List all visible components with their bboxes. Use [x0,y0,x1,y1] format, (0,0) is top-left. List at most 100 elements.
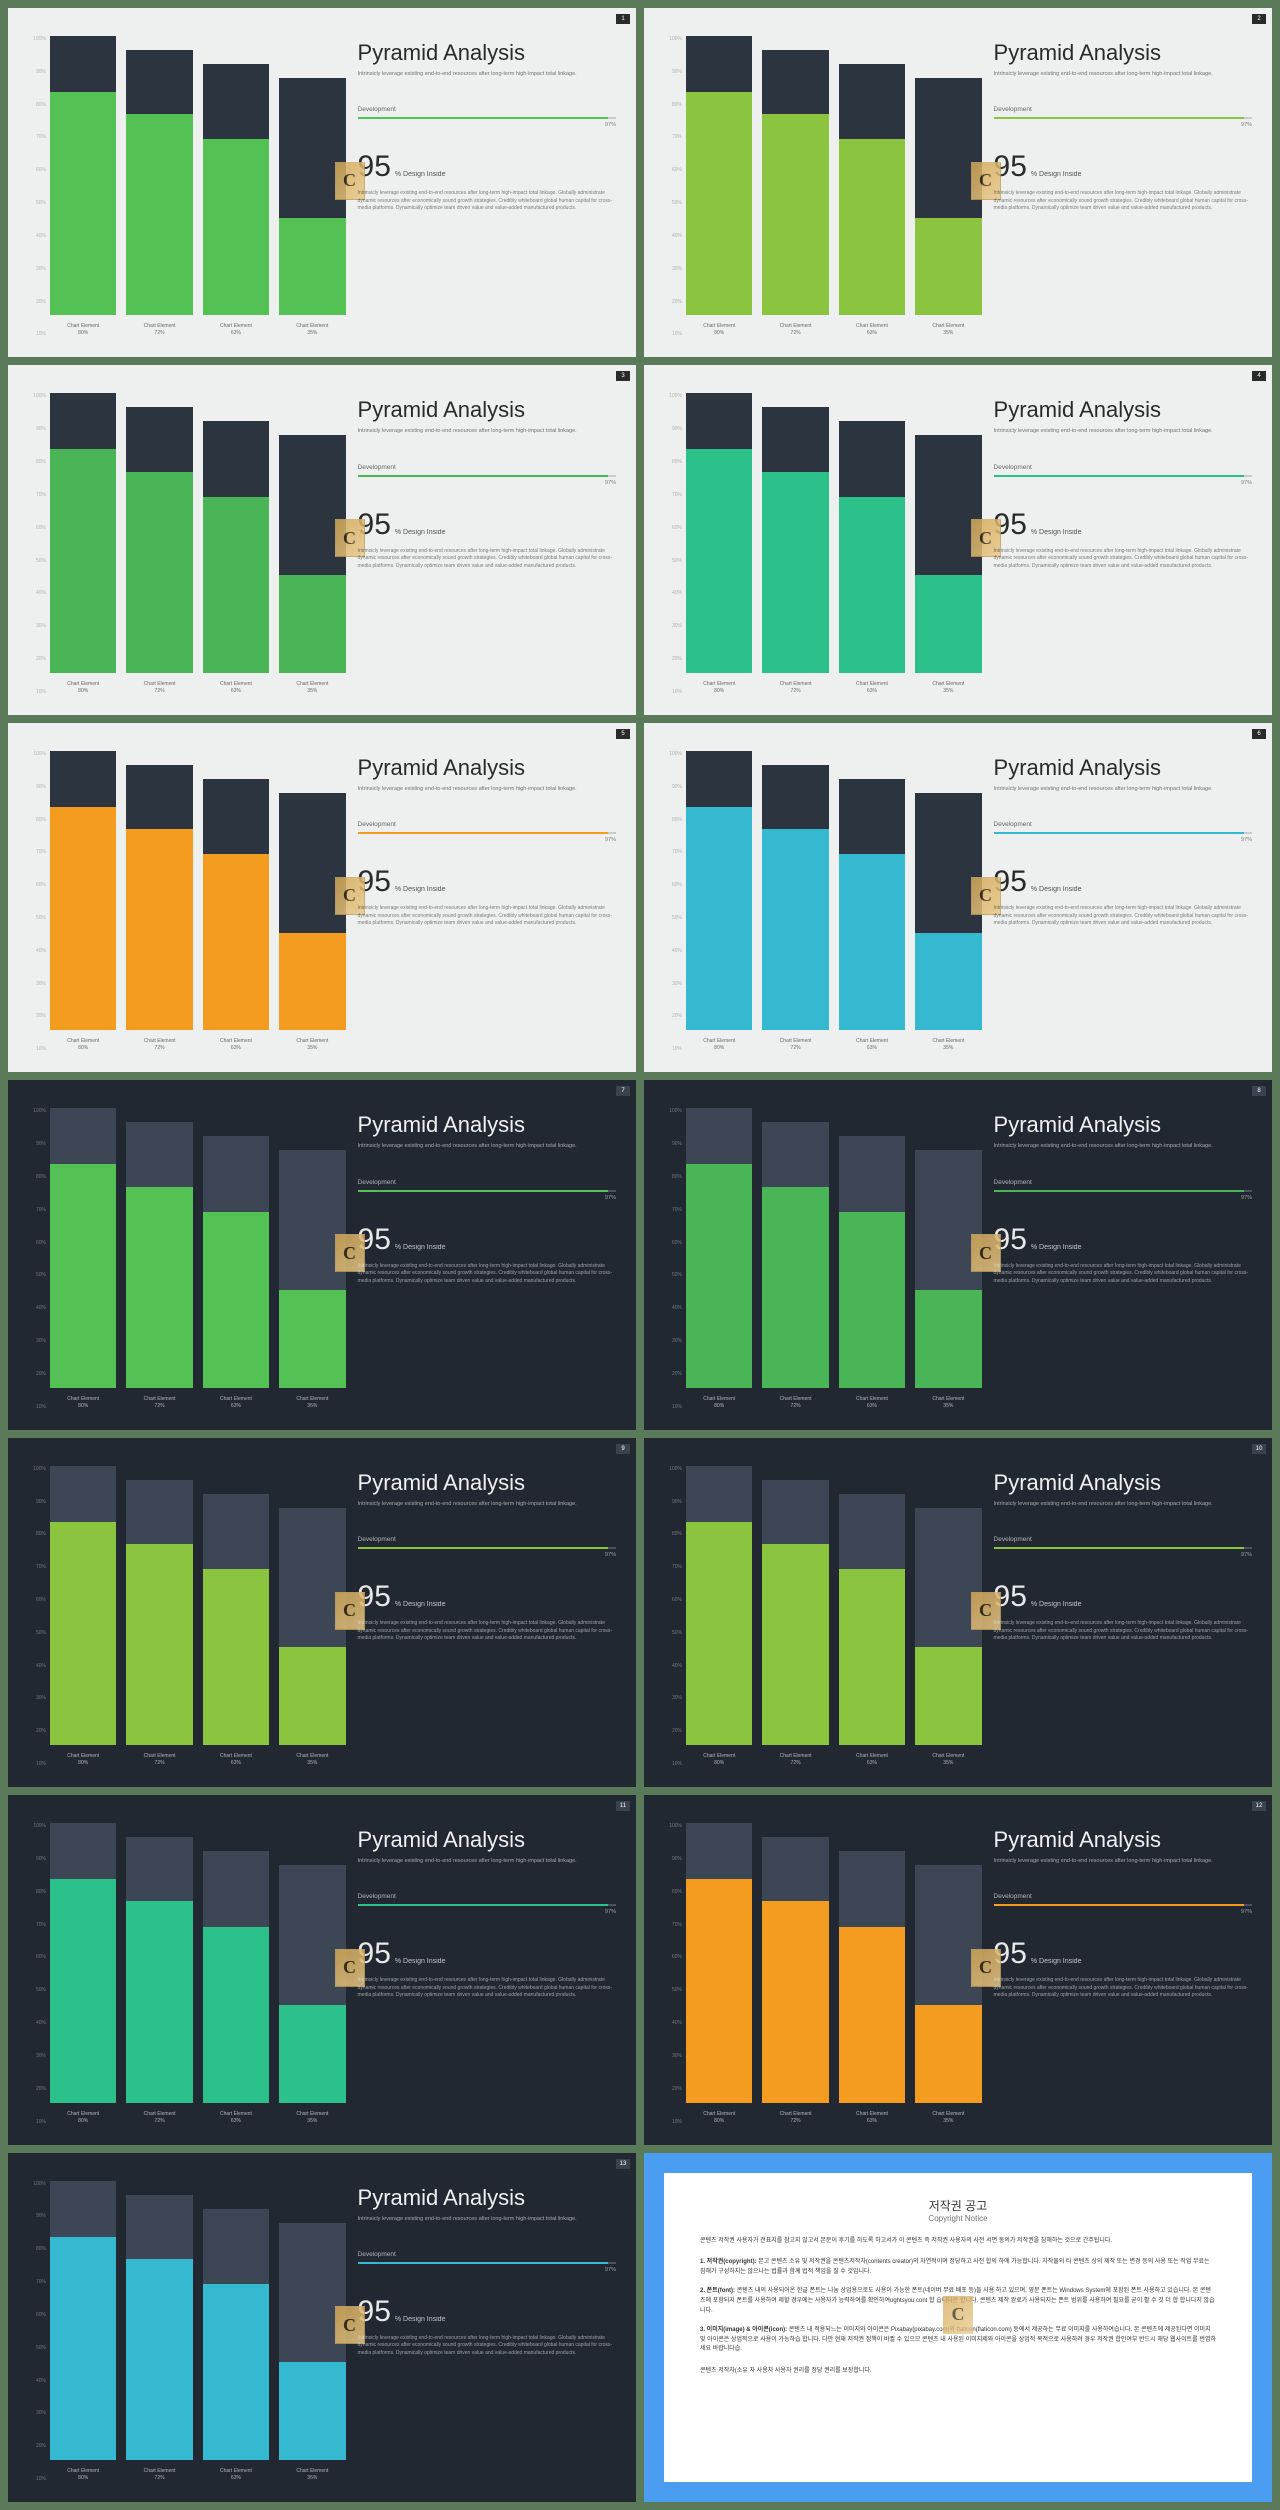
y-tick: 50% [36,1630,46,1636]
text-area: Pyramid AnalysisIntrinsicly leverage exi… [994,751,1252,1052]
bars-wrap: Chart Element80%Chart Element72%Chart El… [50,1823,346,2124]
x-label: Chart Element72% [126,1753,192,1767]
bar-column [203,1466,269,1745]
bar-fill [50,1879,116,2103]
y-tick: 70% [672,849,682,855]
bar-column [50,1466,116,1745]
page-number-badge: 1 [616,14,630,24]
slide-subtitle: Intrinsicly leverage existing end-to-end… [994,1857,1252,1865]
chart-area: 100%90%80%70%60%50%40%30%20%10%Chart Ele… [664,36,982,337]
x-label: Chart Element63% [203,1038,269,1052]
y-tick: 10% [672,1761,682,1767]
progress-percent: 97% [994,480,1252,486]
x-labels: Chart Element80%Chart Element72%Chart El… [50,1396,346,1410]
slide-title: Pyramid Analysis [358,1112,616,1138]
body-text: Intrinsicly leverage existing end-to-end… [994,1620,1252,1643]
y-axis: 100%90%80%70%60%50%40%30%20%10% [28,1823,50,2124]
y-tick: 50% [36,1272,46,1278]
bars-wrap: Chart Element80%Chart Element72%Chart El… [50,1466,346,1767]
bar-fill [279,2005,345,2103]
bar-column [126,1108,192,1387]
text-area: Pyramid AnalysisIntrinsicly leverage exi… [994,393,1252,694]
progress-percent: 97% [358,1909,616,1915]
text-area: Pyramid AnalysisIntrinsicly leverage exi… [358,1823,616,2124]
y-tick: 20% [36,299,46,305]
x-label: Chart Element63% [203,2111,269,2125]
y-tick: 90% [36,69,46,75]
bar-fill [762,1187,828,1388]
bar-background [762,50,828,315]
y-tick: 60% [36,1597,46,1603]
y-tick: 50% [672,200,682,206]
bar-fill [839,1569,905,1745]
chart-slide: 11100%90%80%70%60%50%40%30%20%10%Chart E… [8,1795,636,2144]
bar-column [126,393,192,672]
x-label: Chart Element63% [839,1396,905,1410]
bar-fill [915,1290,981,1388]
bar-background [686,1466,752,1745]
bar-background [126,1122,192,1387]
bar-background [839,64,905,315]
page-number-badge: 4 [1252,371,1266,381]
y-tick: 70% [36,2279,46,2285]
bar-fill [50,1164,116,1388]
bar-column [203,751,269,1030]
bar-fill [50,2237,116,2461]
x-labels: Chart Element80%Chart Element72%Chart El… [686,681,982,695]
y-tick: 30% [672,981,682,987]
x-label: Chart Element80% [50,323,116,337]
bar-column [203,36,269,315]
y-tick: 20% [36,1013,46,1019]
x-label: Chart Element72% [762,1396,828,1410]
y-axis: 100%90%80%70%60%50%40%30%20%10% [28,1108,50,1409]
big-number-suffix: % Design Inside [1031,1244,1082,1251]
text-area: Pyramid AnalysisIntrinsicly leverage exi… [358,36,616,337]
y-tick: 10% [36,2119,46,2125]
copyright-section-body: 본고 콘텐츠 소유 및 저작권을 콘텐츠저작자(contents creator… [700,2259,1210,2275]
bars-wrap: Chart Element80%Chart Element72%Chart El… [686,1108,982,1409]
bar-fill [915,2005,981,2103]
big-number-row: 95% Design Inside [994,865,1252,899]
x-label: Chart Element63% [839,1753,905,1767]
slide-title: Pyramid Analysis [358,755,616,781]
x-label: Chart Element80% [686,1038,752,1052]
bar-fill [762,472,828,673]
y-tick: 20% [672,299,682,305]
bar-background [203,64,269,315]
bar-fill [915,218,981,316]
x-labels: Chart Element80%Chart Element72%Chart El… [686,1753,982,1767]
y-tick: 20% [36,2086,46,2092]
development-label: Development [358,2251,616,2258]
progress-fill [994,832,1245,834]
bar-background [762,1480,828,1745]
bar-background [203,2209,269,2460]
bar-background [686,1108,752,1387]
bar-fill [686,1879,752,2103]
bar-fill [686,449,752,673]
progress-fill [358,1904,609,1906]
text-area: Pyramid AnalysisIntrinsicly leverage exi… [358,1466,616,1767]
big-number-suffix: % Design Inside [395,171,446,178]
watermark-icon: C [943,2296,973,2334]
chart-slide: 13100%90%80%70%60%50%40%30%20%10%Chart E… [8,2153,636,2502]
bar-fill [839,139,905,315]
bars-wrap: Chart Element80%Chart Element72%Chart El… [50,2181,346,2482]
progress-percent: 97% [358,1552,616,1558]
bar-fill [279,1290,345,1388]
big-number-suffix: % Design Inside [395,1244,446,1251]
bar-column [203,2181,269,2460]
x-labels: Chart Element80%Chart Element72%Chart El… [686,1038,982,1052]
y-tick: 100% [33,1823,46,1829]
x-labels: Chart Element80%Chart Element72%Chart El… [50,1038,346,1052]
chart-area: 100%90%80%70%60%50%40%30%20%10%Chart Ele… [28,2181,346,2482]
progress-bar [994,117,1252,119]
y-tick: 30% [36,981,46,987]
chart-area: 100%90%80%70%60%50%40%30%20%10%Chart Ele… [28,751,346,1052]
y-tick: 60% [672,1240,682,1246]
y-tick: 70% [672,1564,682,1570]
bar-column [686,751,752,1030]
page-number-badge: 9 [616,1444,630,1454]
y-tick: 20% [672,1371,682,1377]
x-label: Chart Element35% [915,2111,981,2125]
bar-fill [839,1927,905,2103]
